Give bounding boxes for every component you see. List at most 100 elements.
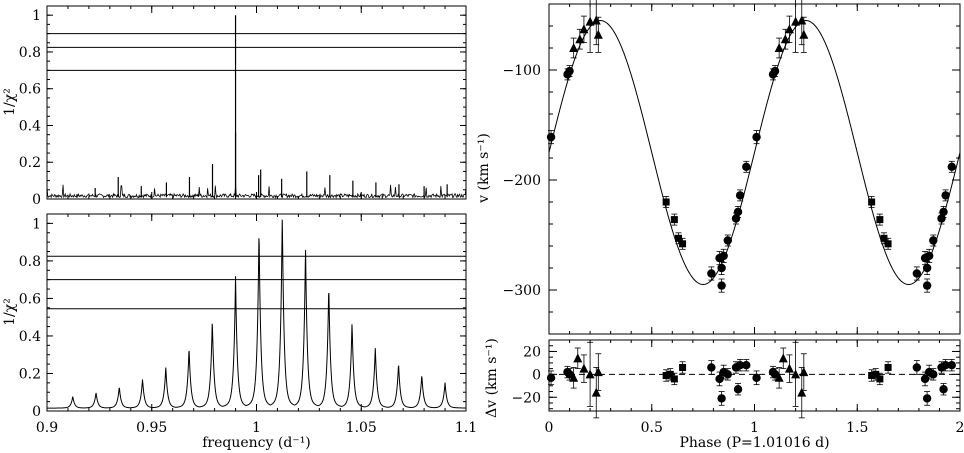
y-tick-label: 0.6 [19,291,41,307]
rv-point-triangle [593,16,603,53]
resid-point-triangle [784,354,794,383]
data-marker [674,234,682,242]
resid-point-triangle [799,353,809,391]
data-marker [922,281,932,290]
data-marker [546,132,556,142]
x-tick-label: 1.05 [346,420,377,436]
data-marker [868,198,876,206]
data-marker [884,240,892,248]
rv-point-circle [717,278,726,293]
resid-point-triangle [585,341,595,407]
data-marker [575,34,585,44]
data-marker [876,216,884,224]
resid-point-triangle [579,354,589,383]
x-axis-label: frequency (d⁻¹) [202,435,311,451]
x-tick-label: 0.5 [641,420,663,436]
rv-point-circle [719,248,728,263]
resid-point-circle [733,383,743,396]
data-marker [876,375,884,383]
data-marker [799,367,809,377]
data-marker [735,360,745,370]
y-tick-label: 0.4 [19,118,41,134]
resid-point-square [868,369,876,382]
rv-point-circle [723,234,732,247]
resid-point-circle [742,359,751,372]
data-marker [679,240,687,248]
resid-point-circle [546,370,556,386]
rv-point-circle [939,205,948,218]
data-marker [733,207,743,217]
y-tick-label: −300 [503,283,541,299]
data-marker [569,372,579,382]
data-marker [799,29,809,39]
data-marker [569,43,579,52]
data-marker [662,198,670,206]
rv-point-circle [922,260,932,276]
x-tick-label: 0.9 [36,420,58,436]
data-marker [670,216,678,224]
data-marker [717,394,726,403]
data-marker [723,370,732,379]
data-marker [791,369,801,379]
rv-point-square [884,237,892,250]
data-marker [884,363,892,371]
y-tick-label: −100 [503,63,541,79]
data-marker [752,132,761,142]
rv-point-circle [770,65,780,77]
data-marker [912,269,922,278]
data-marker [565,66,574,76]
resid-point-circle [929,368,938,381]
model-curve [548,19,961,286]
y-tick-label: 1 [32,8,41,24]
periodogram-top-frame [46,5,467,200]
y-tick-label: 0.4 [19,329,41,345]
resid-point-circle [941,359,950,372]
resid-point-square [662,369,670,382]
resid-point-triangle [778,347,788,370]
data-marker [947,360,956,370]
x-tick-label: 2 [956,420,964,436]
resid-point-triangle [569,367,579,389]
resid-point-circle [920,371,930,387]
rv-point-circle [735,189,745,202]
data-marker [797,387,807,397]
data-marker [929,370,938,379]
rv-point-circle [742,160,751,173]
data-marker [707,363,716,372]
data-marker [735,191,745,200]
y-tick-label: 0.2 [19,155,41,171]
y-tick-label: 0 [32,404,41,420]
resid-point-circle [717,391,726,406]
y-tick-label: −20 [511,390,541,406]
data-marker [939,207,948,217]
rv-point-circle [707,266,716,281]
y-tick-label: 0 [32,192,41,208]
data-marker [784,363,794,373]
y-tick-label: 1 [32,216,41,232]
rv-point-circle [565,65,574,77]
rv-point-triangle [799,16,809,53]
rv-point-triangle [784,15,794,43]
rv-point-circle [717,260,726,276]
data-marker [593,367,603,377]
data-marker [929,236,938,245]
x-tick-label: 0.95 [136,420,167,436]
resid-point-circle [912,360,922,375]
resid-point-circle [939,383,948,396]
rv-point-circle [924,248,934,263]
data-marker [920,374,930,384]
x-tick-label: 1.5 [846,420,868,436]
resid-point-circle [752,370,761,386]
rv-point-circle [733,205,743,218]
data-marker [752,373,761,382]
rv-point-square [868,196,876,208]
data-marker [717,281,726,290]
periodogram-curve [46,219,467,409]
data-marker [774,372,784,382]
data-marker [715,374,724,384]
y-axis: 20 0 −20 [511,339,960,410]
resid-point-triangle [593,353,603,391]
data-marker [868,372,876,379]
data-marker [778,353,788,363]
rv-point-circle [752,130,761,145]
